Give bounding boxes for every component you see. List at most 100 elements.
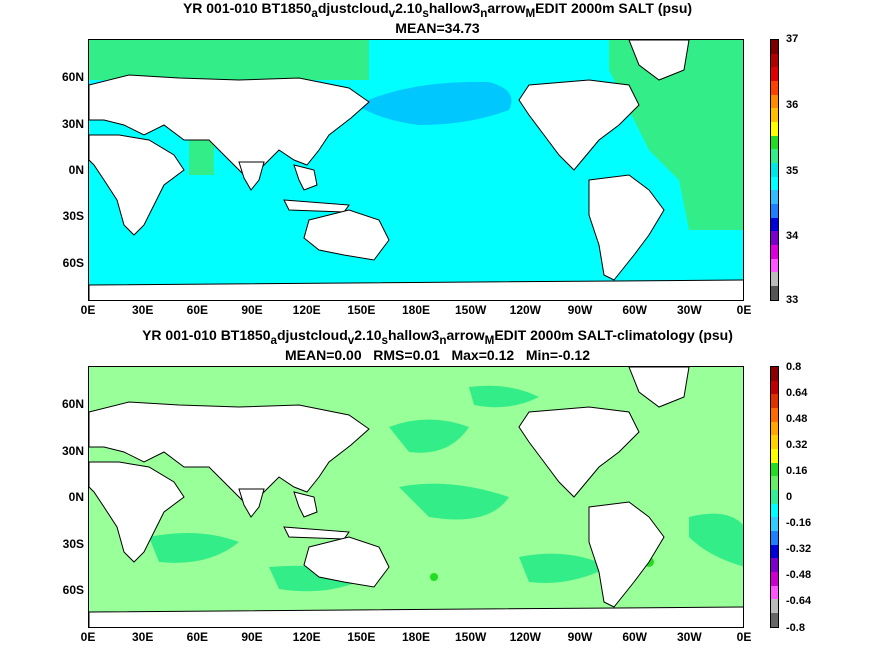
bottom-lat-label: 30S [62, 537, 84, 551]
colorbar-segment [771, 544, 778, 559]
bottom-colorbar-label: 0.64 [786, 387, 808, 399]
bottom-colorbar-label: -0.64 [786, 595, 812, 607]
colorbar-segment [771, 585, 778, 600]
bottom-colorbar-label: -0.32 [786, 543, 812, 555]
lon-tick-label: 0E [736, 303, 752, 317]
lon-tick-label: 180E [401, 630, 431, 644]
anomaly-patches [149, 385, 743, 592]
land-masses [89, 40, 743, 300]
colorbar-segment [771, 408, 778, 422]
top-lat-label: 30N [61, 117, 84, 131]
bottom-map [88, 366, 744, 628]
colorbar-segment [771, 613, 778, 627]
colorbar-segment [771, 149, 778, 164]
bottom-colorbar-label: 0.32 [786, 439, 808, 451]
lon-tick-label: 180E [401, 303, 431, 317]
colorbar-segment [771, 503, 778, 518]
bottom-lat-label: 30N [61, 444, 84, 458]
colorbar-segment [771, 176, 778, 191]
lon-tick-label: 0E [80, 630, 96, 644]
lon-tick-label: 30W [676, 303, 702, 317]
colorbar-segment [771, 40, 778, 54]
bottom-colorbar-label: -0.16 [786, 517, 812, 529]
bottom-lat-label: 60N [61, 397, 84, 411]
bottom-colorbar-label: 0.8 [786, 361, 802, 373]
atlantic-salinity-area [609, 40, 743, 230]
colorbar-segment [771, 531, 778, 545]
top-lat-label: 0N [68, 163, 84, 177]
bottom-lat-label: 0N [68, 490, 84, 504]
top-colorbar [770, 39, 779, 301]
colorbar-segment [771, 367, 778, 381]
bottom-colorbar-label: 0.16 [786, 465, 808, 477]
colorbar-segment [771, 272, 778, 287]
colorbar-segment [771, 476, 778, 491]
lon-tick-label: 150W [454, 630, 487, 644]
lon-tick-label: 0E [736, 630, 752, 644]
colorbar-segment [771, 81, 778, 95]
top-map [88, 39, 744, 301]
lon-tick-label: 150W [454, 303, 487, 317]
colorbar-segment [771, 380, 778, 395]
lon-tick-label: 150E [347, 630, 376, 644]
colorbar-segment [771, 217, 778, 232]
colorbar-segment [771, 572, 778, 586]
colorbar-segment [771, 462, 778, 477]
lon-tick-label: 30E [131, 303, 154, 317]
colorbar-segment [771, 53, 778, 68]
bottom-colorbar-label: 0 [786, 491, 793, 503]
bottom-map-svg [89, 367, 743, 627]
lon-tick-label: 90E [241, 630, 263, 644]
bottom-colorbar-label: -0.48 [786, 569, 812, 581]
colorbar-segment [771, 108, 778, 123]
colorbar-segment [771, 204, 778, 218]
top-colorbar-label: 36 [786, 99, 799, 111]
top-colorbar-label: 33 [786, 294, 799, 306]
colorbar-segment [771, 67, 778, 82]
lon-tick-label: 120W [509, 630, 541, 644]
colorbar-segment [771, 135, 778, 150]
land-masses [89, 367, 743, 627]
colorbar-segment [771, 421, 778, 436]
lon-tick-label: 60E [186, 630, 208, 644]
colorbar-segment [771, 231, 778, 246]
lon-tick-label: 120E [292, 303, 321, 317]
positive-anomaly-spot [430, 573, 438, 581]
colorbar-segment [771, 599, 778, 614]
lon-tick-label: 90E [241, 303, 263, 317]
top-colorbar-label: 37 [786, 33, 799, 45]
colorbar-segment [771, 94, 778, 109]
colorbar-segment [771, 163, 778, 177]
colorbar-segment [771, 122, 778, 136]
lon-tick-label: 0E [80, 303, 96, 317]
lon-tick-label: 30E [131, 630, 154, 644]
lon-tick-label: 60E [186, 303, 208, 317]
lon-tick-label: 30W [676, 630, 702, 644]
colorbar-segment [771, 490, 778, 504]
colorbar-segment [771, 190, 778, 205]
bottom-title: YR 001-010 BT1850adjustcloudv2.10shallow… [142, 327, 733, 347]
bottom-colorbar-label: 0.48 [786, 413, 808, 425]
bottom-colorbar [770, 366, 779, 628]
top-stats: MEAN=34.73 [395, 20, 480, 36]
bottom-stats: MEAN=0.00 RMS=0.01 Max=0.12 Min=-0.12 [284, 347, 591, 363]
top-lat-label: 60S [62, 256, 84, 270]
lon-tick-label: 90W [567, 303, 593, 317]
lon-tick-label: 90W [567, 630, 593, 644]
bottom-lat-label: 60S [62, 583, 84, 597]
arabian-salinity-area [189, 140, 214, 175]
colorbar-segment [771, 517, 778, 532]
colorbar-segment [771, 435, 778, 450]
lon-tick-label: 150E [347, 303, 376, 317]
bottom-colorbar-label: -0.8 [786, 622, 805, 634]
lon-tick-label: 120W [509, 303, 541, 317]
colorbar-segment [771, 449, 778, 463]
top-lat-label: 30S [62, 209, 84, 223]
colorbar-segment [771, 394, 778, 409]
colorbar-segment [771, 258, 778, 273]
colorbar-segment [771, 245, 778, 259]
top-lat-label: 60N [61, 70, 84, 84]
top-colorbar-label: 34 [786, 230, 799, 242]
top-colorbar-label: 35 [786, 165, 799, 177]
lon-tick-label: 120E [292, 630, 321, 644]
